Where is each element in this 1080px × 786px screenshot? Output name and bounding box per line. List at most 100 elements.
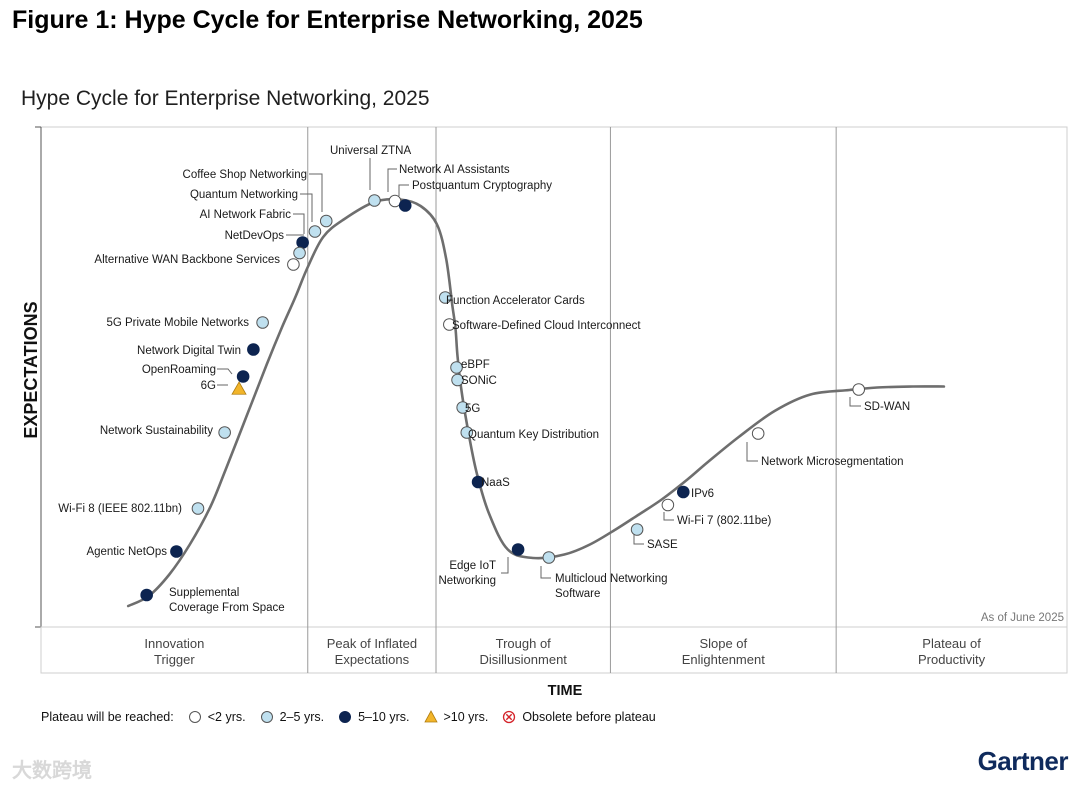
hype-curve [126,197,946,608]
marker-quantum-networking[interactable] [308,225,322,238]
legend-item-gt10: >10 yrs. [423,710,489,724]
label-sonic: SONiC [461,375,497,387]
label-network-ai-assistants: Network AI Assistants [399,164,510,176]
marker-openroaming[interactable] [236,370,250,383]
marker-ebpf[interactable] [450,361,463,374]
marker-function-accelerator-cards[interactable] [438,291,452,304]
obsolete-icon [503,710,516,724]
phase-label: Expectations [335,652,410,667]
marker-network-microsegmentation[interactable] [751,427,765,440]
phase-label: Slope of [699,636,747,651]
y-axis-title: EXPECTATIONS [21,301,41,438]
legend-5to10-marker [339,711,352,723]
marker-supplemental-coverage-from-space[interactable] [140,588,153,602]
marker-alternative-wan-backbone-services[interactable] [287,258,300,271]
phase-label: Plateau of [922,636,981,651]
legend-item-5to10: 5–10 yrs. [338,710,410,724]
label-network-digital-twin: Network Digital Twin [137,345,241,357]
marker-edge-iot-networking[interactable] [511,543,525,556]
label-5g-private-mobile-networks: 5G Private Mobile Networks [106,317,249,329]
marker-ipv6[interactable] [676,485,690,499]
label-edge-iot-networking: Edge IoT Networking [438,560,496,587]
label-agentic-netops: Agentic NetOps [86,546,167,558]
leader-line [309,173,323,212]
marker-sase[interactable] [630,523,644,536]
marker-network-digital-twin[interactable] [247,343,260,356]
label-sd-wan: SD-WAN [864,401,910,413]
marker-wi-fi-7-802-11be[interactable] [661,498,675,512]
label-5g: 5G [465,403,480,415]
phase-band [40,626,1068,674]
legend-gt10-marker [423,710,438,723]
label-naas: NaaS [481,477,510,489]
legend-item-obsolete: Obsolete before plateau [502,710,656,724]
marker-5g[interactable] [456,401,469,414]
marker-6g[interactable] [231,381,247,395]
label-supplemental-coverage-from-space: Supplemental Coverage From Space [169,587,285,614]
leader-line [849,397,861,407]
marker-network-ai-assistants[interactable] [388,194,402,208]
legend-item-2to5: 2–5 yrs. [260,710,324,724]
phase-label: Disillusionment [480,652,568,667]
marker-wi-fi-8-ieee-802-11bn[interactable] [191,502,205,515]
legend-gt10-label: >10 yrs. [443,710,489,724]
phase-label: Trough of [496,636,552,651]
marker-ai-network-fabric[interactable] [293,246,306,260]
watermark: 大数跨境 [12,758,92,782]
marker-sonic[interactable] [451,373,464,387]
marker-network-sustainability[interactable] [218,426,231,439]
label-wi-fi-7-802-11be: Wi-Fi 7 (802.11be) [677,515,772,527]
phase-label: Trigger [154,652,195,667]
legend-item-lt2: <2 yrs. [188,710,246,724]
label-ai-network-fabric: AI Network Fabric [200,209,292,221]
marker-netdevops[interactable] [296,236,309,249]
label-sase: SASE [647,539,678,551]
label-openroaming: OpenRoaming [142,364,216,376]
label-ipv6: IPv6 [691,488,714,500]
label-quantum-key-distribution: Quantum Key Distribution [468,429,599,441]
marker-agentic-netops[interactable] [170,545,183,558]
label-coffee-shop-networking: Coffee Shop Networking [183,169,307,181]
leader-line [398,184,409,196]
label-6g: 6G [201,380,216,392]
leader-line [293,213,305,234]
legend-2to5-marker [260,711,273,723]
chart-title: Hype Cycle for Enterprise Networking, 20… [21,87,430,110]
label-software-defined-cloud-interconnect: Software-Defined Cloud Interconnect [452,320,641,332]
label-universal-ztna: Universal ZTNA [330,145,411,157]
marker-universal-ztna[interactable] [368,194,381,207]
legend-5to10-label: 5–10 yrs. [358,710,410,724]
gartner-logo: Gartner [977,746,1069,776]
phase-label: Peak of Inflated [327,636,417,651]
leader-line [746,442,758,462]
legend-title: Plateau will be reached: [41,710,174,724]
leader-line [501,557,509,574]
marker-coffee-shop-networking[interactable] [319,214,333,228]
label-postquantum-cryptography: Postquantum Cryptography [412,180,552,192]
marker-naas[interactable] [471,475,485,489]
marker-postquantum-cryptography[interactable] [398,199,412,212]
marker-sd-wan[interactable] [852,383,866,396]
phase-label: Productivity [918,652,986,667]
marker-5g-private-mobile-networks[interactable] [256,316,269,329]
label-network-sustainability: Network Sustainability [100,425,213,437]
legend-lt2-marker [188,711,201,723]
marker-multicloud-networking-software[interactable] [542,551,556,564]
marker-quantum-key-distribution[interactable] [460,426,474,439]
legend-lt2-label: <2 yrs. [207,710,246,724]
label-quantum-networking: Quantum Networking [190,189,298,201]
label-function-accelerator-cards: Function Accelerator Cards [446,295,585,307]
label-ebpf: eBPF [461,359,490,371]
figure-title: Figure 1: Hype Cycle for Enterprise Netw… [12,6,643,34]
phase-label: Enlightenment [682,652,765,667]
label-network-microsegmentation: Network Microsegmentation [761,456,904,468]
plot-frame [40,126,1068,628]
leader-line [540,566,551,579]
label-netdevops: NetDevOps [225,230,285,242]
leader-line [387,168,397,192]
label-multicloud-networking-software: Multicloud Networking Software [555,573,668,600]
leader-line [663,512,674,521]
marker-software-defined-cloud-interconnect[interactable] [443,318,456,331]
leader-line [300,193,313,222]
